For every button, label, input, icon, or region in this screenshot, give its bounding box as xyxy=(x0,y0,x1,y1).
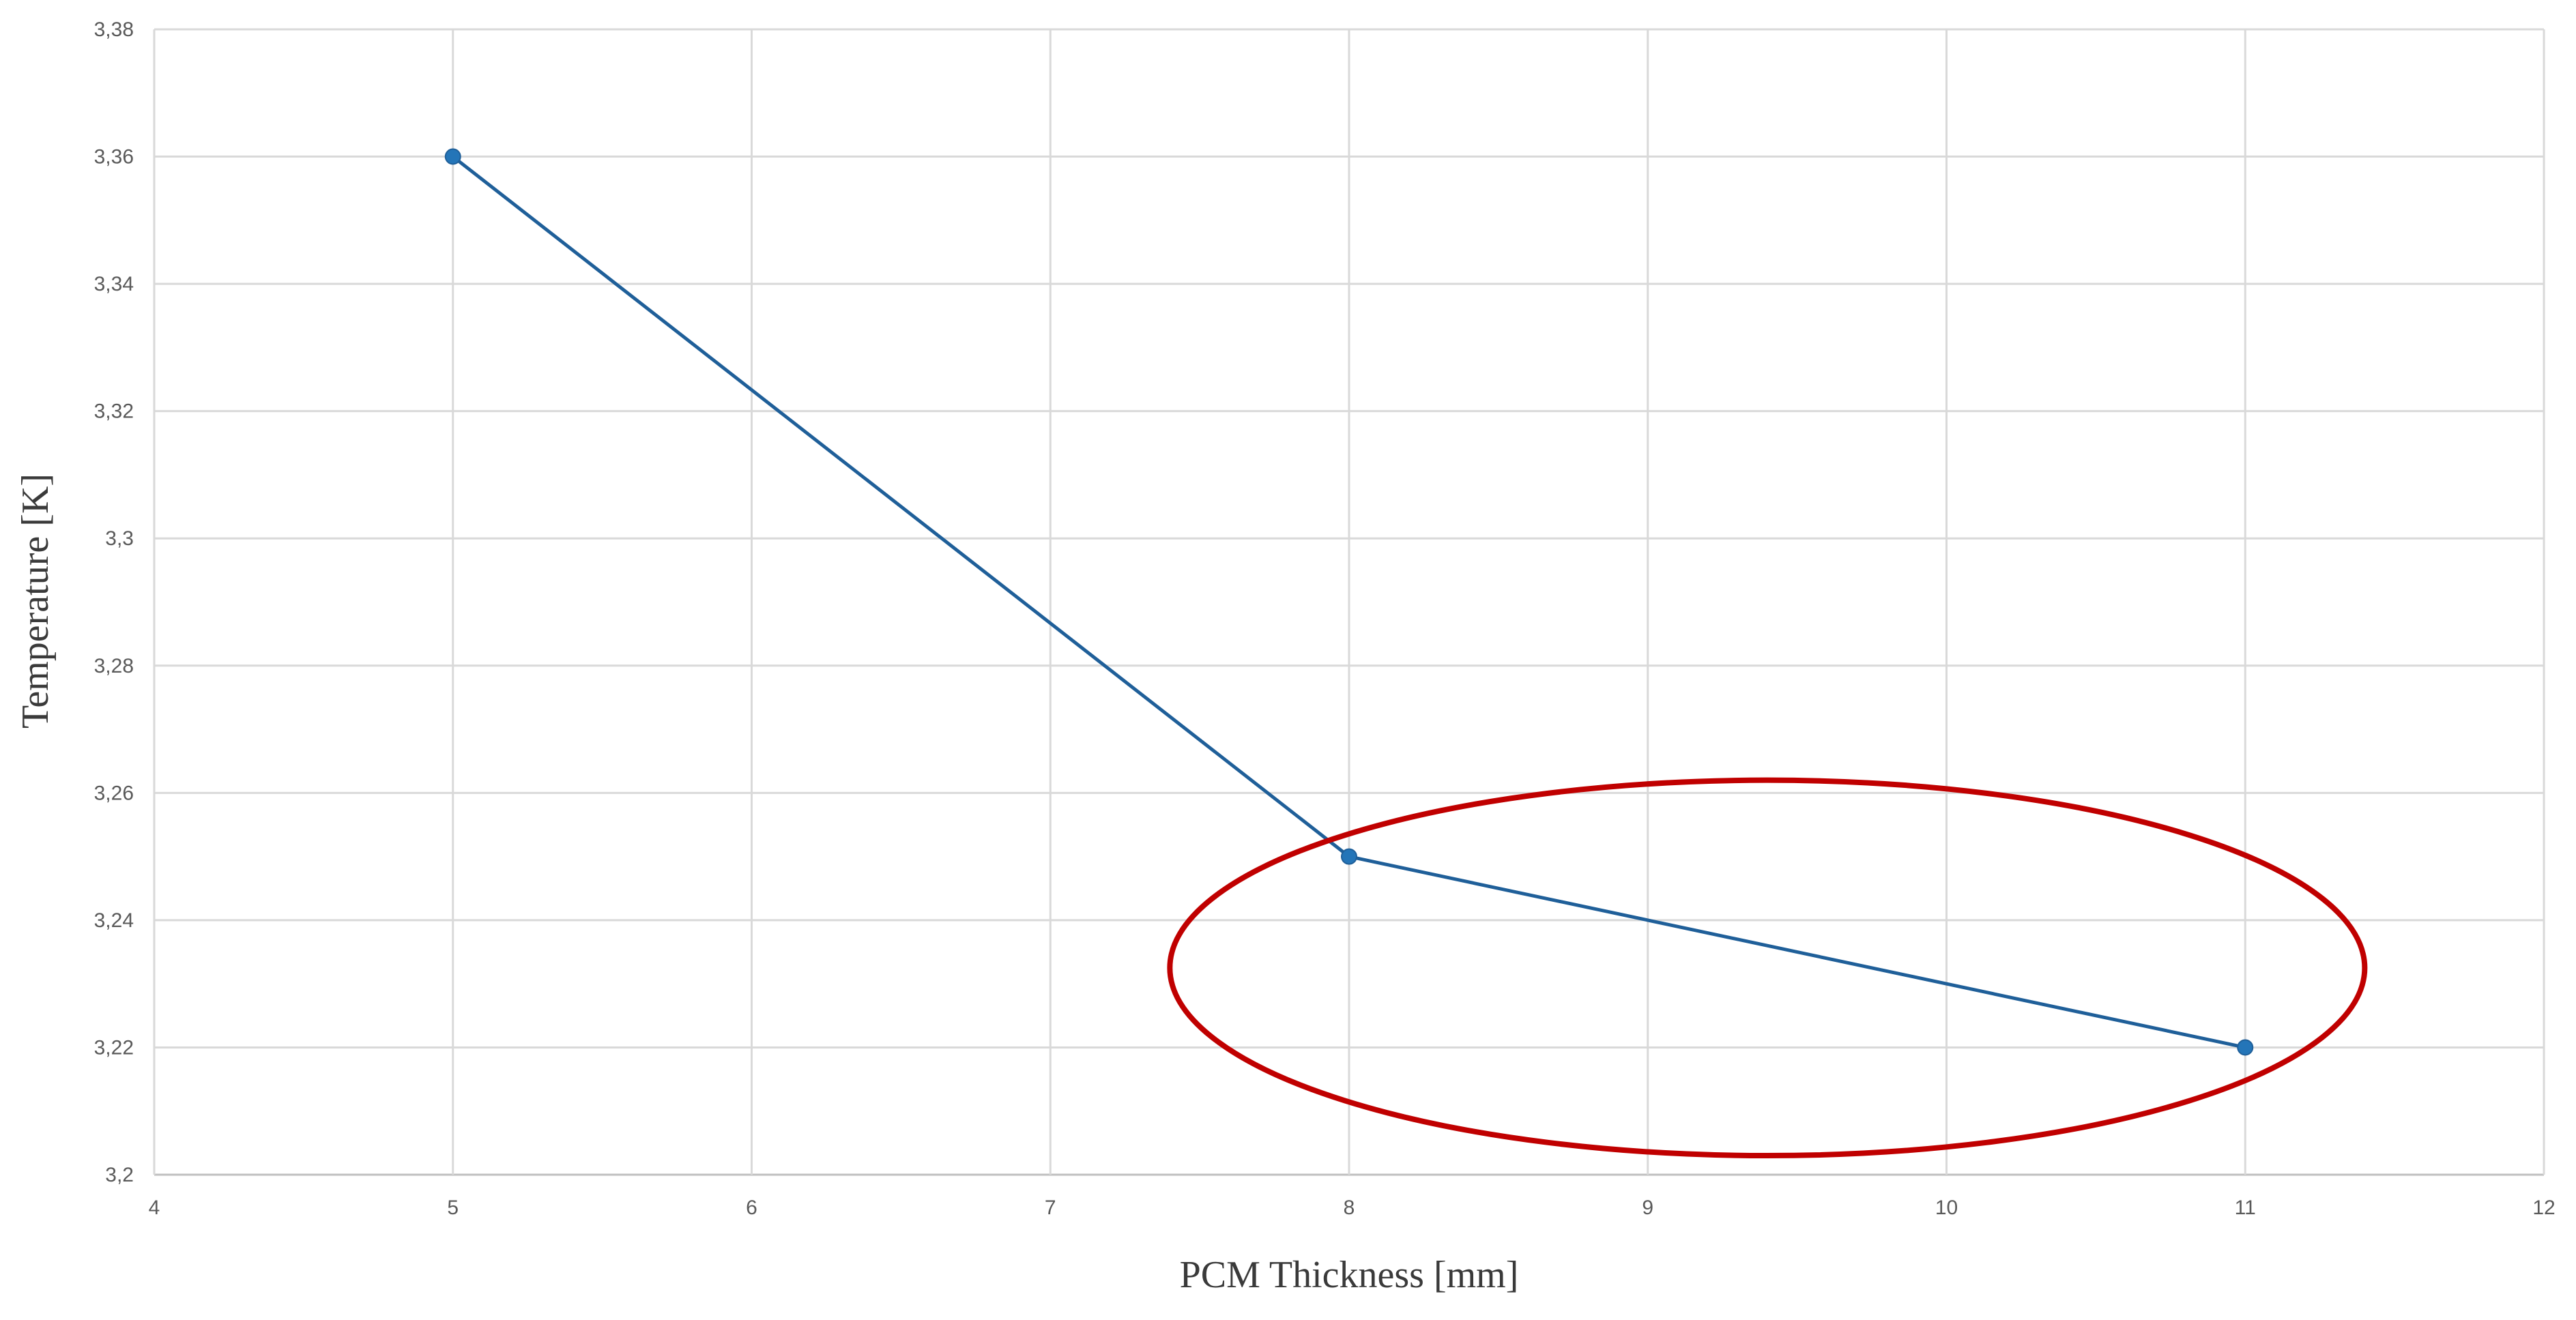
x-tick-label: 12 xyxy=(2532,1197,2555,1219)
data-point xyxy=(1341,848,1357,865)
gridlines xyxy=(153,28,2545,1176)
y-tick-label: 3,22 xyxy=(94,1036,134,1059)
x-tick-label: 11 xyxy=(2235,1197,2256,1219)
y-tick-label: 3,34 xyxy=(94,273,134,295)
y-tick-label: 3,28 xyxy=(94,655,134,677)
data-point xyxy=(444,148,461,165)
y-axis-title: Temperature [K] xyxy=(14,473,57,729)
x-tick-label: 4 xyxy=(149,1197,160,1219)
y-tick-label: 3,32 xyxy=(94,400,134,423)
y-tick-label: 3,2 xyxy=(105,1164,134,1186)
highlight-ellipse xyxy=(1167,777,2368,1159)
y-tick-label: 3,3 xyxy=(105,527,134,550)
x-axis-title: PCM Thickness [mm] xyxy=(1180,1254,1519,1296)
y-tick-label: 3,38 xyxy=(94,18,134,41)
y-tick-label: 3,36 xyxy=(94,146,134,168)
data-point xyxy=(2237,1039,2254,1056)
annotations xyxy=(1167,777,2368,1159)
x-tick-label: 10 xyxy=(1935,1197,1958,1219)
y-tick-label: 3,26 xyxy=(94,782,134,804)
x-tick-label: 6 xyxy=(746,1197,757,1219)
x-tick-label: 5 xyxy=(447,1197,459,1219)
data-series xyxy=(444,148,2254,1056)
y-tick-label: 3,24 xyxy=(94,909,134,932)
x-tick-label: 9 xyxy=(1642,1197,1653,1219)
x-tick-label: 8 xyxy=(1344,1197,1355,1219)
tick-labels: 3,2 3,22 3,24 3,26 3,28 3,3 3,32 3,34 3,36 3,38 4 5… xyxy=(94,18,2556,1219)
x-tick-label: 7 xyxy=(1045,1197,1056,1219)
